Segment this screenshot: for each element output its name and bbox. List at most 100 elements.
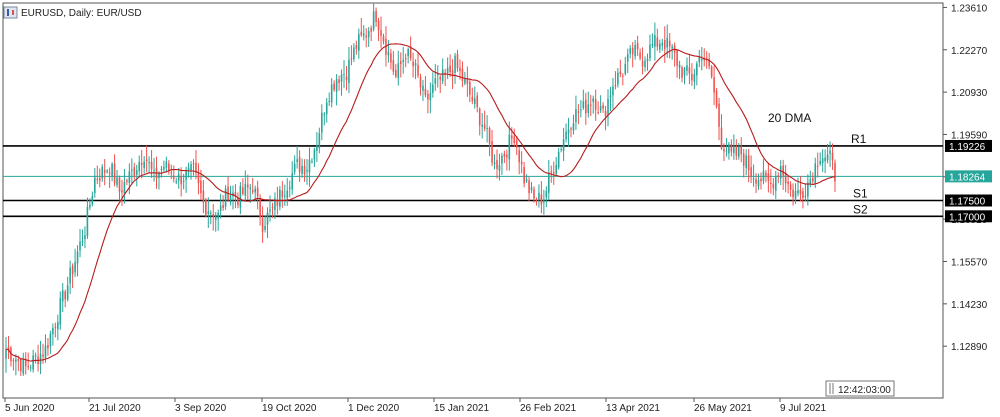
candle — [17, 355, 20, 371]
candle — [10, 345, 12, 367]
candle-body — [510, 135, 513, 139]
candle-body — [370, 28, 372, 32]
candle-body — [318, 133, 321, 149]
candle — [765, 169, 767, 183]
candle-body — [636, 42, 639, 50]
candle — [782, 159, 784, 190]
candle — [649, 34, 651, 62]
candle — [742, 148, 745, 178]
candle — [126, 178, 128, 186]
candle — [523, 162, 525, 188]
candle — [449, 54, 451, 77]
candle-body — [202, 190, 205, 203]
candle-body — [533, 189, 535, 199]
candle — [508, 121, 511, 171]
candle-body — [362, 33, 365, 36]
candle — [44, 334, 47, 363]
candle-body — [128, 171, 131, 183]
candle-body — [244, 183, 247, 196]
candle — [237, 192, 239, 209]
candle — [91, 191, 94, 207]
candle-body — [602, 105, 604, 109]
candle — [158, 171, 160, 190]
candle-body — [518, 150, 520, 163]
candle — [308, 147, 311, 187]
candle — [402, 46, 405, 74]
candle-body — [367, 30, 370, 38]
candle-body — [86, 207, 89, 237]
candle — [661, 38, 664, 51]
y-tick-label: 1.15570 — [951, 257, 988, 268]
candle — [735, 139, 738, 161]
candle-body — [106, 170, 108, 172]
candle-body — [755, 179, 757, 184]
candle — [145, 145, 148, 173]
candle — [535, 197, 538, 206]
candle — [488, 126, 491, 157]
candle — [686, 57, 688, 76]
candle — [353, 43, 355, 62]
candle-body — [187, 167, 190, 170]
candle — [27, 352, 30, 371]
candle-body — [185, 170, 187, 180]
candle-body — [535, 199, 538, 202]
candle — [592, 95, 595, 114]
candle — [187, 162, 190, 178]
candle — [343, 60, 345, 88]
candle-body — [165, 161, 168, 168]
candle — [491, 130, 493, 167]
candle — [760, 172, 762, 190]
candle — [52, 323, 54, 346]
candle-body — [138, 161, 141, 172]
candle-body — [575, 109, 577, 123]
candle — [693, 68, 696, 90]
candle-body — [523, 167, 525, 184]
candle-body — [624, 63, 627, 74]
candle-body — [567, 129, 570, 134]
candle — [180, 167, 182, 197]
candle-body — [824, 157, 826, 162]
candle-body — [757, 179, 760, 187]
candle-body — [473, 98, 476, 104]
candle-body — [446, 67, 449, 74]
candle-body — [811, 178, 814, 182]
candle — [723, 143, 725, 162]
x-tick-label: 26 May 2021 — [694, 403, 752, 414]
candle-body — [397, 63, 400, 79]
candle — [316, 131, 318, 162]
candle-body — [528, 180, 530, 194]
candle-body — [355, 45, 358, 49]
candle — [641, 47, 644, 75]
candle — [515, 135, 518, 155]
candle-body — [399, 61, 402, 65]
candle-body — [348, 59, 350, 84]
candle-body — [777, 175, 780, 177]
candle-body — [89, 204, 91, 208]
candle — [148, 156, 150, 174]
candle — [5, 336, 7, 373]
candle-body — [61, 290, 64, 302]
candle-body — [639, 52, 641, 59]
candle — [698, 49, 701, 68]
level-price-label-r1-text: 1.19226 — [949, 142, 986, 153]
candle — [533, 186, 535, 203]
candle — [622, 73, 624, 86]
candle-body — [52, 327, 54, 335]
candle — [439, 75, 442, 93]
x-tick-label: 13 Apr 2021 — [606, 403, 660, 414]
current-price-label-box — [945, 170, 992, 183]
candle — [540, 181, 543, 214]
candle-body — [175, 181, 178, 183]
candle-body — [720, 127, 723, 149]
candle-body — [708, 58, 710, 67]
candle — [34, 352, 37, 364]
candle — [192, 159, 195, 176]
candle-body — [498, 165, 501, 171]
candle — [69, 260, 71, 294]
candle-body — [153, 169, 155, 171]
candle — [528, 176, 530, 202]
candle-body — [829, 150, 831, 154]
candle-body — [180, 176, 182, 185]
candle-body — [219, 205, 222, 211]
